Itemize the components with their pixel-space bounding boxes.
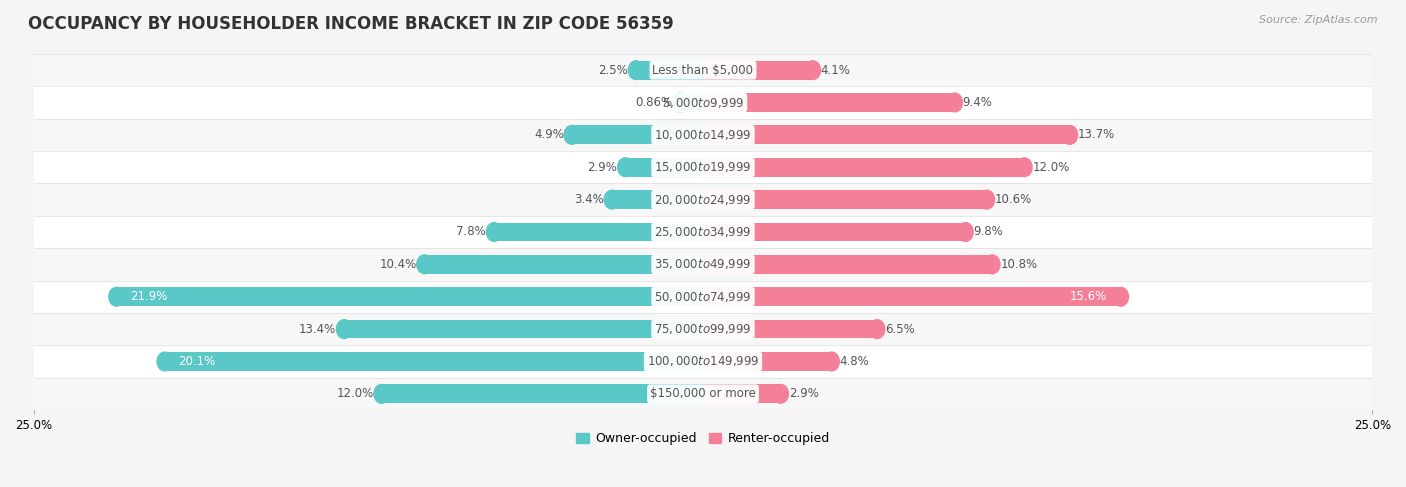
Text: 10.8%: 10.8% — [1000, 258, 1038, 271]
Text: $75,000 to $99,999: $75,000 to $99,999 — [654, 322, 752, 336]
Bar — [494, 223, 703, 242]
Text: 13.7%: 13.7% — [1078, 129, 1115, 141]
Bar — [703, 319, 877, 338]
Bar — [703, 126, 1070, 144]
Bar — [703, 352, 831, 371]
Circle shape — [564, 126, 579, 144]
Bar — [34, 151, 1372, 184]
Bar — [703, 158, 1025, 177]
Circle shape — [108, 287, 124, 306]
Text: OCCUPANCY BY HOUSEHOLDER INCOME BRACKET IN ZIP CODE 56359: OCCUPANCY BY HOUSEHOLDER INCOME BRACKET … — [28, 15, 673, 33]
Circle shape — [416, 255, 432, 274]
Text: 12.0%: 12.0% — [1032, 161, 1070, 174]
Text: $35,000 to $49,999: $35,000 to $49,999 — [654, 257, 752, 271]
Text: $100,000 to $149,999: $100,000 to $149,999 — [647, 355, 759, 369]
Circle shape — [1114, 287, 1129, 306]
Circle shape — [605, 190, 620, 209]
Text: 15.6%: 15.6% — [1070, 290, 1108, 303]
Circle shape — [957, 223, 973, 242]
Text: 9.8%: 9.8% — [973, 225, 1004, 239]
Text: 7.8%: 7.8% — [457, 225, 486, 239]
Text: $150,000 or more: $150,000 or more — [650, 387, 756, 400]
Circle shape — [984, 255, 1000, 274]
Circle shape — [869, 319, 884, 338]
Text: 2.5%: 2.5% — [599, 64, 628, 76]
Bar — [34, 377, 1372, 410]
Bar — [34, 216, 1372, 248]
Circle shape — [1017, 158, 1032, 177]
Text: 6.5%: 6.5% — [886, 322, 915, 336]
Circle shape — [617, 158, 633, 177]
Bar — [344, 319, 703, 338]
Circle shape — [806, 61, 821, 79]
Bar — [117, 287, 703, 306]
Bar — [626, 158, 703, 177]
Circle shape — [824, 352, 839, 371]
Text: $20,000 to $24,999: $20,000 to $24,999 — [654, 193, 752, 206]
Text: $5,000 to $9,999: $5,000 to $9,999 — [662, 95, 744, 110]
Text: 10.6%: 10.6% — [995, 193, 1032, 206]
Text: 13.4%: 13.4% — [299, 322, 336, 336]
Circle shape — [979, 190, 994, 209]
Bar — [703, 190, 987, 209]
Bar — [703, 61, 813, 79]
Bar — [34, 184, 1372, 216]
Text: 10.4%: 10.4% — [380, 258, 416, 271]
Circle shape — [672, 93, 688, 112]
Bar — [34, 248, 1372, 281]
Circle shape — [1062, 126, 1077, 144]
Text: 0.86%: 0.86% — [636, 96, 672, 109]
Text: Source: ZipAtlas.com: Source: ZipAtlas.com — [1260, 15, 1378, 25]
Legend: Owner-occupied, Renter-occupied: Owner-occupied, Renter-occupied — [571, 427, 835, 450]
Bar — [636, 61, 703, 79]
Bar — [572, 126, 703, 144]
Text: 2.9%: 2.9% — [789, 387, 818, 400]
Text: 21.9%: 21.9% — [129, 290, 167, 303]
Bar — [703, 223, 966, 242]
Text: Less than $5,000: Less than $5,000 — [652, 64, 754, 76]
Text: $25,000 to $34,999: $25,000 to $34,999 — [654, 225, 752, 239]
Text: 9.4%: 9.4% — [963, 96, 993, 109]
Bar — [34, 54, 1372, 86]
Bar — [425, 255, 703, 274]
Bar — [34, 345, 1372, 377]
Text: $10,000 to $14,999: $10,000 to $14,999 — [654, 128, 752, 142]
Text: 12.0%: 12.0% — [336, 387, 374, 400]
Circle shape — [157, 352, 173, 371]
Text: 4.1%: 4.1% — [821, 64, 851, 76]
Bar — [34, 119, 1372, 151]
Text: 20.1%: 20.1% — [179, 355, 215, 368]
Bar — [34, 281, 1372, 313]
Bar — [612, 190, 703, 209]
Circle shape — [948, 93, 963, 112]
Bar — [703, 93, 955, 112]
Circle shape — [486, 223, 502, 242]
Circle shape — [628, 61, 644, 79]
Circle shape — [336, 319, 352, 338]
Bar — [703, 287, 1121, 306]
Bar — [381, 384, 703, 403]
Text: $15,000 to $19,999: $15,000 to $19,999 — [654, 160, 752, 174]
Bar — [681, 93, 703, 112]
Text: 3.4%: 3.4% — [574, 193, 605, 206]
Bar — [34, 313, 1372, 345]
Bar — [703, 384, 780, 403]
Text: 4.9%: 4.9% — [534, 129, 564, 141]
Text: $50,000 to $74,999: $50,000 to $74,999 — [654, 290, 752, 304]
Text: 4.8%: 4.8% — [839, 355, 869, 368]
Bar — [34, 86, 1372, 119]
Bar — [165, 352, 703, 371]
Bar — [703, 255, 993, 274]
Text: 2.9%: 2.9% — [588, 161, 617, 174]
Circle shape — [374, 384, 389, 403]
Circle shape — [773, 384, 789, 403]
